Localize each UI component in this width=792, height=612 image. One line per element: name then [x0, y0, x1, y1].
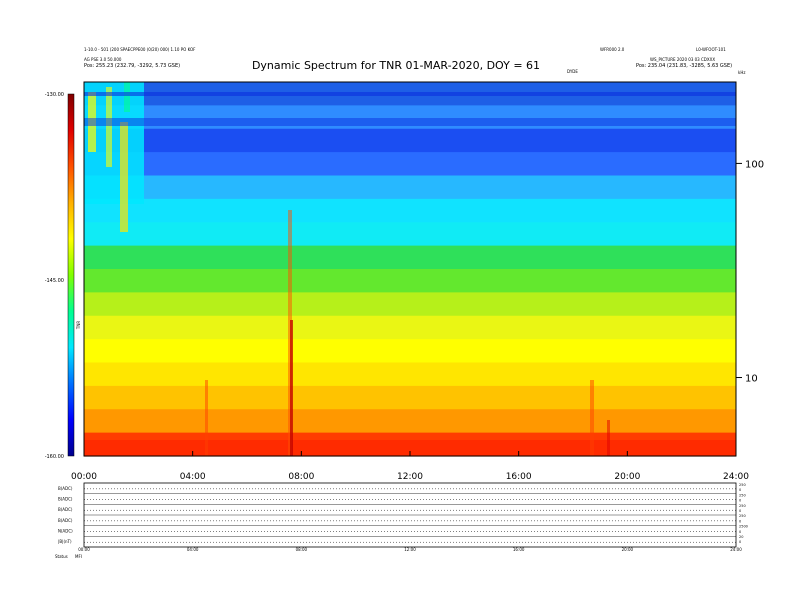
- lower-right-tick-label: 250: [739, 493, 746, 497]
- spectrum-streak: [607, 420, 610, 456]
- header-right-corner: kHz: [738, 70, 746, 75]
- header-right-line2: WS_PICTURE 2020 03 03 CDXXX: [650, 57, 716, 62]
- lower-x-tick-label: 24:00: [730, 547, 742, 552]
- spectrum-band: [84, 128, 736, 153]
- spectrum-features: [84, 82, 736, 456]
- spectrum-band: [84, 339, 736, 364]
- x-tick-label: 04:00: [180, 472, 206, 482]
- lower-panels: B(ADC) B(ADC) B(ADC) B(ADC) N(ADC) |B|(nT) 250…: [55, 482, 748, 559]
- header-right-line1a: WFR000 2.0: [600, 47, 625, 52]
- spectrum-band: [84, 175, 736, 200]
- spectrum-streak: [590, 380, 594, 456]
- lower-right-tick-label: 0: [739, 519, 741, 523]
- colorbar-label: TNR: [76, 321, 81, 330]
- spectrum-streak: [84, 118, 736, 126]
- x-tick-label: 12:00: [397, 472, 423, 482]
- lower-right-tick-label: 2500: [739, 525, 748, 529]
- lower-right-tick-label: 0: [739, 488, 741, 492]
- lower-right-tick-label: 0: [739, 530, 741, 534]
- x-tick-label: 00:00: [71, 472, 97, 482]
- lower-panel-label: N(ADC): [58, 529, 73, 534]
- lower-panel-label: B(ADC): [58, 486, 73, 491]
- lower-right-tick-label: 250: [739, 483, 746, 487]
- lower-right-tick-label: 0: [739, 509, 741, 513]
- lower-panel-label: B(ADC): [58, 507, 73, 512]
- footer-label: Status: [55, 554, 68, 559]
- lower-right-tick-label: 250: [739, 504, 746, 508]
- header-left-line3: Pos: 255.23 (232.79, -3292, 5.73 GSE): [84, 63, 181, 69]
- lower-x-tick-label: 04:00: [187, 547, 199, 552]
- header-center-sub: DYDE: [567, 69, 578, 74]
- lower-x-tick-label: 00:00: [78, 547, 90, 552]
- lower-right-tick-label: 0: [739, 540, 741, 544]
- spectrum-streak: [205, 380, 208, 456]
- spectrum-band: [84, 222, 736, 247]
- spectrum-band: [84, 292, 736, 317]
- colorbar-tick-label: -130.00: [45, 92, 64, 98]
- spectrum-bands: [84, 82, 736, 457]
- axes: 00:00 04:00 08:00 12:00 16:00 20:00 24:00 100 10: [71, 159, 764, 482]
- spectrum-band: [84, 152, 736, 177]
- lower-x-tick-label: 08:00: [296, 547, 308, 552]
- colorbar-tick-label: -160.00: [45, 454, 64, 460]
- header-right-line3: Pos: 235.04 (231.83, -3285, 5.63 GSE): [636, 63, 733, 69]
- lower-x-tick-label: 12:00: [404, 547, 416, 552]
- spectrum-streak: [290, 320, 293, 456]
- colorbar-scale: [67, 93, 75, 457]
- lower-panel-label: B(ADC): [58, 518, 73, 523]
- y-tick-label: 100: [745, 159, 764, 170]
- spectrum-streak: [120, 122, 128, 232]
- spectrum-band: [84, 315, 736, 340]
- x-tick-label: 20:00: [614, 472, 640, 482]
- lower-panel-label: B(ADC): [58, 497, 73, 502]
- header-left-line1: 1-10.0 - 501 (200 SPAECPPE00 (0/20) 000)…: [84, 47, 196, 52]
- x-tick-label: 24:00: [723, 472, 749, 482]
- spectrum-streak: [84, 440, 736, 456]
- spectrum-streak: [84, 92, 736, 96]
- footer-value: MFI: [75, 554, 82, 559]
- y-tick-label: 10: [745, 374, 758, 385]
- colorbar: -130.00 -145.00 -160.00 TNR: [45, 92, 81, 460]
- lower-x-tick-label: 20:00: [622, 547, 634, 552]
- spectrum-streak: [106, 87, 112, 167]
- lower-panel-label: |B|(nT): [58, 539, 72, 544]
- lower-x-tick-label: 16:00: [513, 547, 525, 552]
- spectrum-band: [84, 385, 736, 410]
- header-left-line2: AG PSE 3.0 50.000: [84, 57, 122, 62]
- lower-right-tick-label: 20: [739, 535, 743, 539]
- lower-right-tick-label: 250: [739, 514, 746, 518]
- x-tick-label: 16:00: [506, 472, 532, 482]
- header-right-line1b: L0-WFOOT-101: [696, 47, 726, 52]
- colorbar-tick-label: -145.00: [45, 278, 64, 284]
- spectrum-band: [84, 409, 736, 434]
- spectrum-band: [84, 198, 736, 223]
- lower-right-tick-label: 0: [739, 499, 741, 503]
- spectrum-streak: [124, 82, 130, 112]
- x-tick-label: 08:00: [288, 472, 314, 482]
- spectrum-band: [84, 362, 736, 387]
- spectrum-band: [84, 245, 736, 270]
- chart-title: Dynamic Spectrum for TNR 01-MAR-2020, DO…: [251, 59, 541, 72]
- spectrum-band: [84, 269, 736, 293]
